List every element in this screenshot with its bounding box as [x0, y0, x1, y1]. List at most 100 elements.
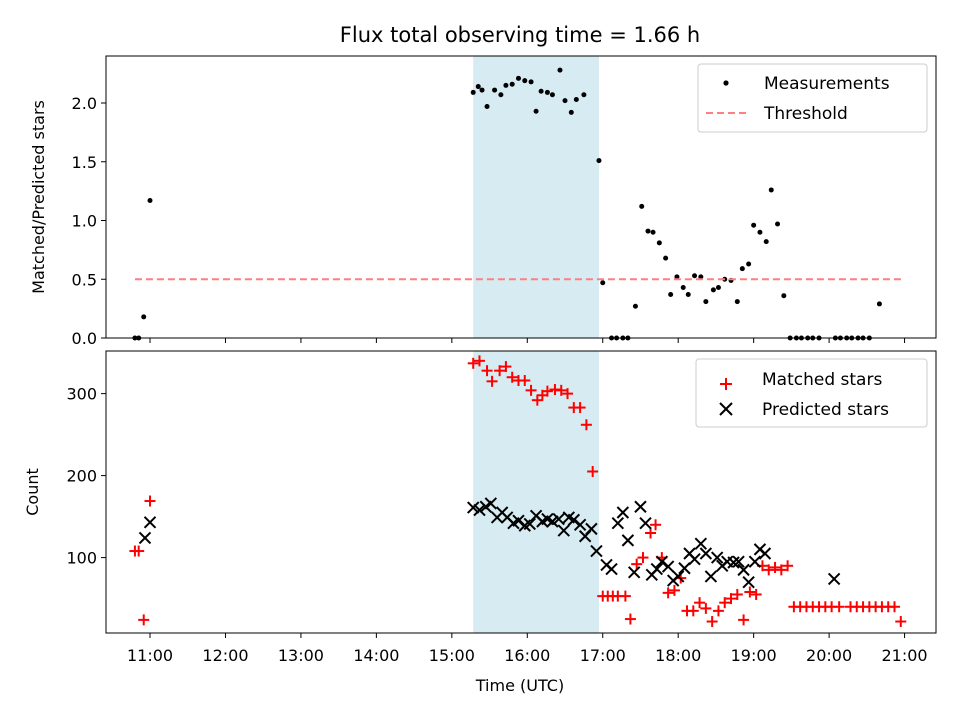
predicted-star-point: [727, 556, 740, 569]
matched-star-point: [531, 394, 543, 406]
predicted-star-point: [827, 572, 841, 586]
legend-measurements-marker: [723, 80, 729, 86]
measurement-point: [680, 284, 686, 290]
measurement-point: [522, 78, 528, 84]
matched-star-point: [889, 601, 900, 613]
matched-star-point: [763, 564, 775, 576]
matched-star-point: [782, 560, 794, 572]
measurement-point: [562, 98, 568, 104]
matched-star-point: [650, 519, 662, 531]
predicted-star-point: [758, 547, 772, 560]
measurement-point: [751, 222, 757, 228]
predicted-star-point: [639, 516, 652, 530]
measurement-point: [475, 84, 481, 90]
x-axis-label: Time (UTC): [475, 676, 564, 695]
matched-star-point: [706, 616, 718, 628]
matched-star-point: [133, 545, 145, 557]
bottom-panel: 100 200 300 11:00 12:00 13:00 14:00 15:00 16:00…: [23, 350, 937, 695]
matched-star-point: [687, 605, 699, 617]
y-tick-label: 1.0: [72, 212, 97, 231]
predicted-star-point: [611, 516, 625, 530]
matched-star-point: [144, 495, 156, 507]
matched-star-point: [474, 355, 485, 367]
matched-star-point: [738, 614, 750, 626]
top-shaded-interval: [473, 56, 599, 338]
matched-star-point: [712, 605, 724, 617]
measurement-point: [757, 229, 763, 235]
bottom-legend-box: [695, 358, 928, 428]
x-tick-label: 11:00: [127, 646, 173, 665]
measurement-point: [503, 82, 509, 88]
matched-star-point: [895, 616, 907, 628]
measurement-point: [710, 287, 716, 293]
predicted-star-point: [557, 524, 570, 537]
measurement-point: [692, 273, 698, 279]
measurement-point: [775, 221, 781, 227]
chart-title: Flux total observing time = 1.66 h: [340, 23, 700, 47]
matched-star-point: [631, 558, 643, 570]
measurement-point: [674, 274, 680, 280]
top-legend-box: [697, 63, 928, 133]
measurement-point: [568, 109, 574, 115]
measurement-point: [573, 96, 579, 102]
matched-star-point: [719, 597, 731, 609]
measurement-point: [715, 284, 721, 290]
x-tick-label: 21:00: [882, 646, 928, 665]
predicted-star-point: [616, 506, 630, 519]
x-tick-label: 13:00: [278, 646, 324, 665]
measurement-point: [479, 87, 485, 93]
predicted-star-point: [678, 562, 691, 575]
predicted-star-point: [661, 560, 675, 573]
matched-star-point: [500, 361, 512, 373]
measurement-point: [876, 301, 882, 307]
matched-star-point: [668, 584, 680, 596]
measurement-point: [549, 92, 555, 98]
matched-star-point: [775, 564, 787, 576]
predicted-star-point: [627, 566, 641, 579]
top-y-axis: 0.0 0.5 1.0 1.5 2.0: [72, 94, 106, 348]
x-tick-label: 15:00: [429, 646, 475, 665]
y-tick-label: 0.0: [72, 329, 97, 348]
matched-star-point: [562, 388, 574, 400]
matched-star-point: [481, 365, 493, 377]
matched-star-point: [624, 613, 636, 625]
matched-star-point: [555, 384, 567, 396]
y-tick-label: 2.0: [72, 94, 97, 113]
measurement-point: [528, 79, 534, 85]
y-tick-label: 200: [66, 467, 97, 486]
bottom-plot-frame: [105, 350, 937, 634]
matched-star-point: [580, 419, 592, 431]
bottom-data-marks: [129, 355, 907, 628]
measurement-point: [141, 314, 147, 320]
x-tick-label: 19:00: [731, 646, 777, 665]
matched-star-point: [637, 552, 649, 564]
matched-star-point: [519, 375, 531, 387]
measurement-point: [639, 203, 645, 209]
predicted-star-point: [143, 516, 157, 529]
matched-star-point: [486, 375, 498, 387]
measurement-point: [515, 75, 521, 81]
matched-star-point: [541, 385, 553, 397]
bottom-y-axis: 100 200 300: [66, 385, 106, 568]
matched-star-point: [750, 588, 762, 600]
measurement-point: [698, 274, 704, 280]
top-panel: 0.00.51.01.52.0 Matched/Predicted stars …: [29, 55, 937, 348]
matched-star-point: [700, 602, 712, 614]
predicted-star-point: [552, 512, 565, 526]
measurement-point: [632, 303, 638, 309]
x-tick-label: 12:00: [202, 646, 248, 665]
matched-star-point: [525, 384, 537, 396]
top-y-axis-label: Matched/Predicted stars: [29, 100, 48, 294]
x-tick-label: 20:00: [806, 646, 852, 665]
measurement-point: [600, 280, 606, 286]
x-tick-label: 18:00: [655, 646, 701, 665]
matched-star-point: [744, 586, 756, 598]
bottom-y-axis-label: Count: [23, 468, 42, 516]
legend-predicted-label: Predicted stars: [762, 400, 889, 420]
predicted-star-point: [694, 537, 708, 550]
matched-star-point: [467, 357, 479, 369]
measurement-point: [538, 88, 544, 94]
measurement-point: [768, 187, 774, 193]
measurement-point: [533, 108, 539, 114]
measurement-point: [656, 240, 662, 246]
